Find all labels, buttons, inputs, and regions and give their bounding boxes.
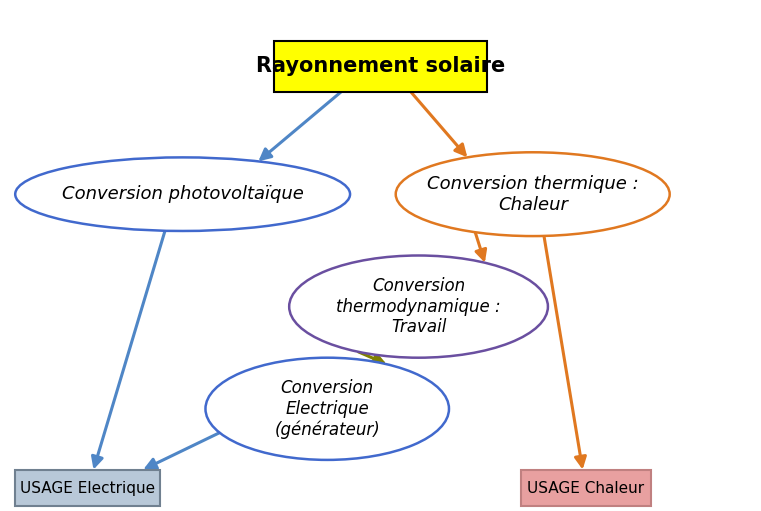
- Text: Conversion thermique :
Chaleur: Conversion thermique : Chaleur: [427, 175, 638, 214]
- FancyBboxPatch shape: [15, 470, 160, 506]
- Text: USAGE Electrique: USAGE Electrique: [20, 480, 155, 496]
- Text: Conversion
thermodynamique :
Travail: Conversion thermodynamique : Travail: [336, 277, 501, 336]
- Text: USAGE Chaleur: USAGE Chaleur: [527, 480, 645, 496]
- FancyBboxPatch shape: [274, 41, 487, 92]
- Ellipse shape: [396, 152, 670, 236]
- Ellipse shape: [205, 358, 449, 460]
- Text: Rayonnement solaire: Rayonnement solaire: [256, 56, 505, 77]
- FancyBboxPatch shape: [521, 470, 651, 506]
- Ellipse shape: [289, 256, 548, 358]
- Text: Conversion photovoltaïque: Conversion photovoltaïque: [62, 185, 304, 203]
- Ellipse shape: [15, 157, 350, 231]
- Text: Conversion
Electrique
(générateur): Conversion Electrique (générateur): [275, 379, 380, 439]
